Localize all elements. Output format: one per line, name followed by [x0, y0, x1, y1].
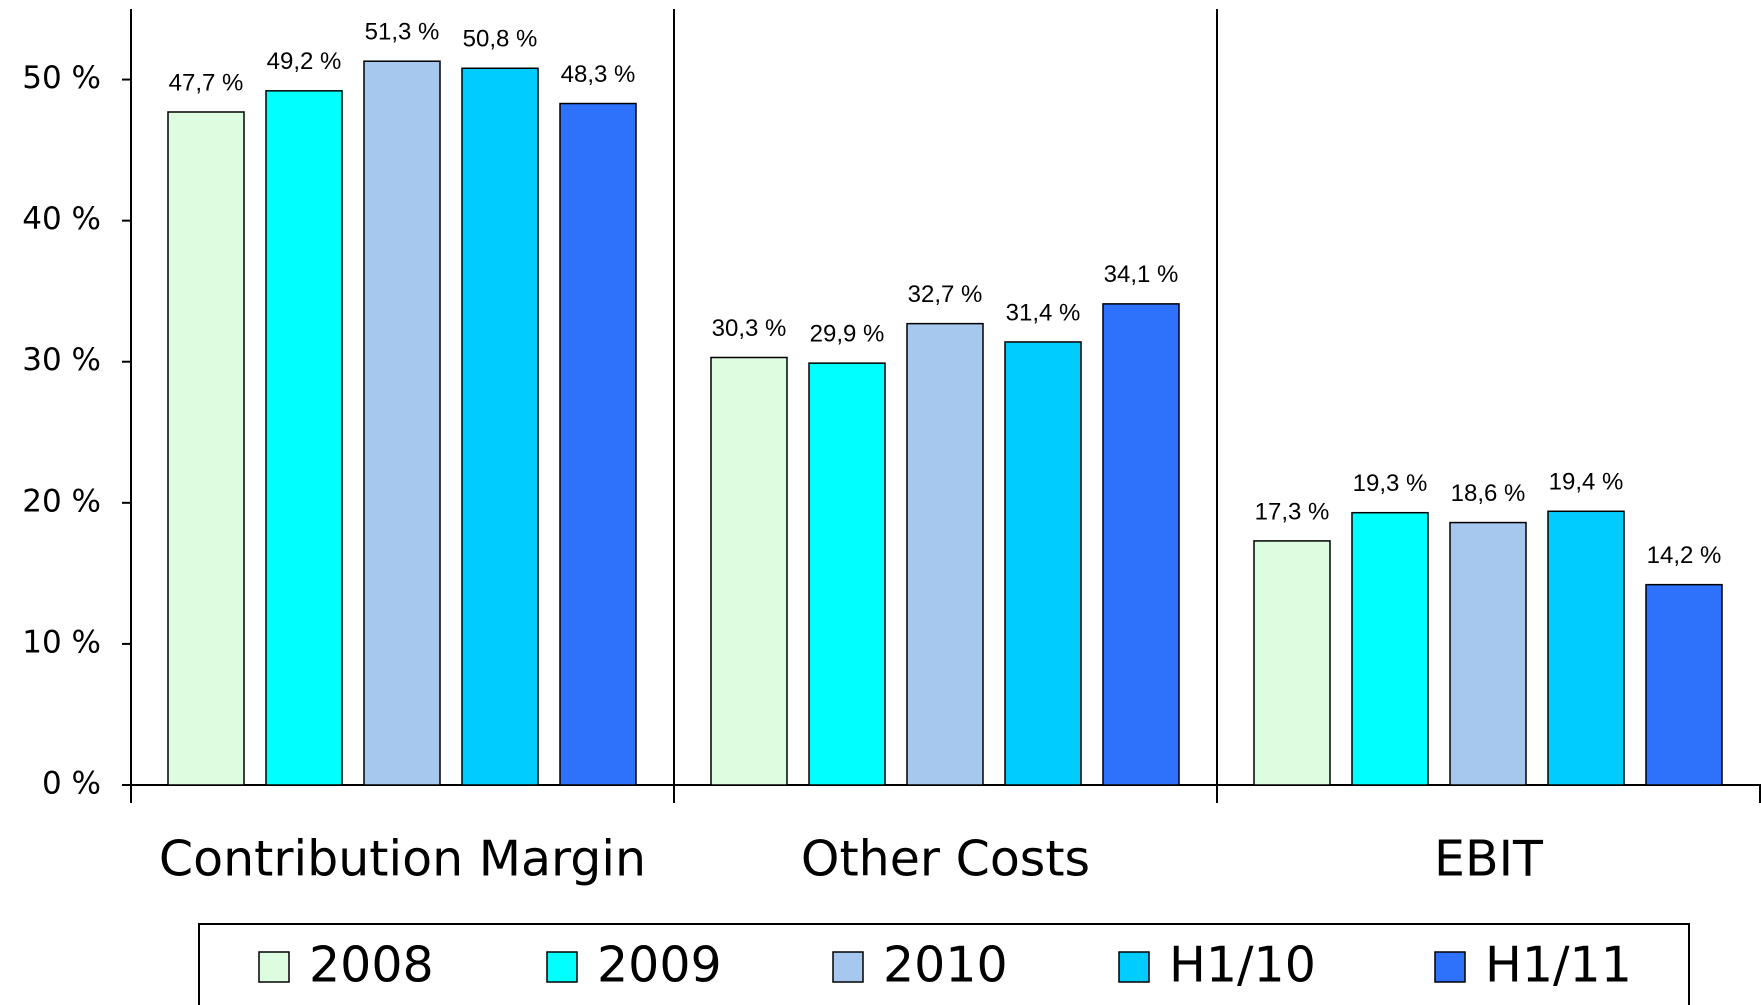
legend-swatch — [546, 951, 578, 983]
bar — [906, 322, 984, 786]
value-label: 34,1 % — [1104, 261, 1179, 288]
legend-swatch — [258, 951, 290, 983]
legend-label: H1/11 — [1485, 937, 1632, 994]
value-label: 49,2 % — [267, 48, 342, 75]
value-label: 17,3 % — [1255, 498, 1330, 525]
value-label: 31,4 % — [1006, 299, 1081, 326]
value-label: 18,6 % — [1451, 480, 1526, 507]
bar — [1351, 511, 1429, 786]
bar — [461, 67, 539, 786]
bar — [559, 102, 637, 786]
value-label: 47,7 % — [169, 69, 244, 96]
category-label: Other Costs — [801, 831, 1090, 888]
y-tick-label: 10 % — [22, 624, 101, 660]
legend-swatch — [1434, 951, 1466, 983]
bar — [808, 362, 886, 786]
value-label: 19,3 % — [1353, 470, 1428, 497]
bar — [265, 90, 343, 786]
y-tick-label: 40 % — [22, 201, 101, 237]
bar — [710, 356, 788, 786]
legend-label: 2008 — [309, 937, 434, 994]
value-label: 29,9 % — [810, 320, 885, 347]
bar — [1547, 510, 1625, 786]
value-label: 51,3 % — [365, 19, 440, 46]
category-label: EBIT — [1434, 831, 1544, 888]
bar — [1645, 583, 1723, 786]
value-label: 30,3 % — [712, 315, 787, 342]
value-label: 32,7 % — [908, 281, 983, 308]
value-label: 48,3 % — [561, 61, 636, 88]
bar — [1253, 540, 1331, 786]
value-label: 19,4 % — [1549, 469, 1624, 496]
category-label: Contribution Margin — [159, 831, 646, 888]
legend-label: 2010 — [883, 937, 1008, 994]
bar — [1102, 303, 1180, 786]
bar — [1449, 521, 1527, 786]
y-tick-label: 50 % — [22, 60, 101, 96]
bar — [1004, 341, 1082, 786]
legend-swatch — [832, 951, 864, 983]
bar — [167, 111, 245, 786]
legend-swatch — [1118, 951, 1150, 983]
legend-label: H1/10 — [1169, 937, 1316, 994]
y-tick-label: 30 % — [22, 342, 101, 378]
y-tick-label: 0 % — [42, 766, 101, 802]
value-label: 14,2 % — [1647, 542, 1722, 569]
legend-label: 2009 — [597, 937, 722, 994]
bar — [363, 60, 441, 786]
y-tick-label: 20 % — [22, 483, 101, 519]
value-label: 50,8 % — [463, 26, 538, 53]
